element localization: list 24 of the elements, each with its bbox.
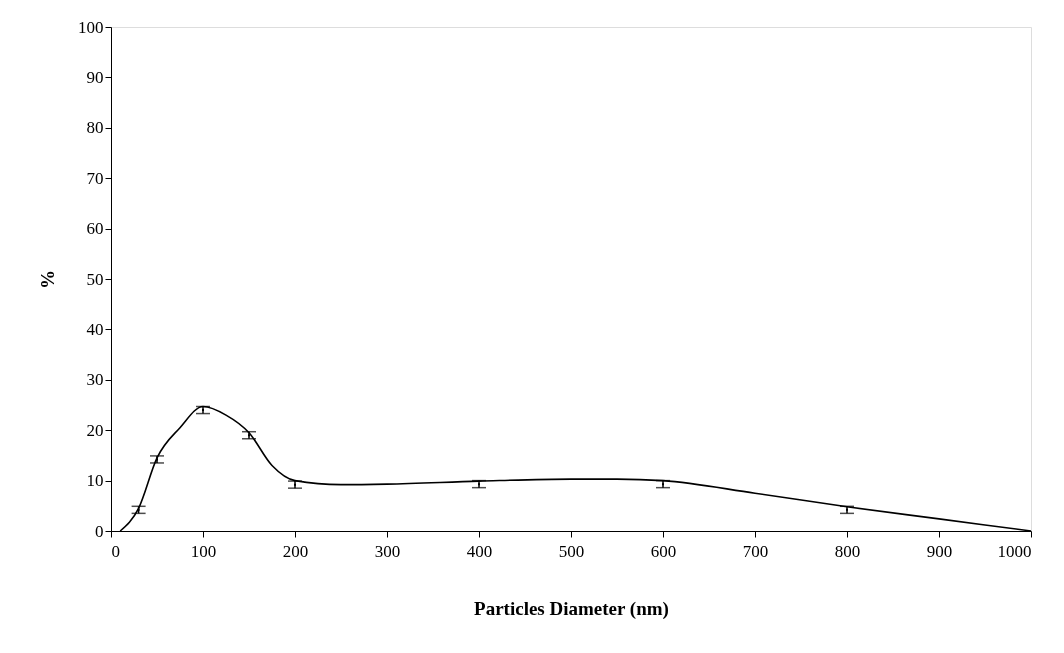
- y-tick-label: 90: [86, 67, 104, 87]
- y-tick-label: 80: [86, 118, 104, 138]
- y-tick-label: 20: [86, 420, 104, 440]
- y-tick-label: 60: [86, 219, 104, 239]
- y-tick-label: 70: [86, 168, 104, 188]
- y-tick-label: 30: [86, 370, 104, 390]
- x-tick-label: 100: [190, 541, 217, 561]
- y-axis-title: %: [37, 270, 58, 289]
- x-tick-label: 1000: [997, 541, 1032, 561]
- y-tick-label: 50: [86, 269, 104, 289]
- y-tick-label: 100: [78, 17, 104, 37]
- x-tick-label: 500: [558, 541, 585, 561]
- x-tick-label: 800: [834, 541, 861, 561]
- x-tick-label: 300: [374, 541, 401, 561]
- x-tick-label: 400: [466, 541, 493, 561]
- x-axis-title: Particles Diameter (nm): [474, 597, 669, 620]
- x-tick-label: 200: [282, 541, 309, 561]
- y-tick-label: 0: [95, 521, 104, 541]
- x-tick-label: 700: [742, 541, 769, 561]
- x-tick-label: 600: [650, 541, 677, 561]
- y-tick-label: 40: [86, 319, 104, 339]
- y-tick-label: 10: [86, 471, 104, 491]
- x-tick-label: 900: [926, 541, 953, 561]
- x-tick-label: 0: [111, 541, 120, 561]
